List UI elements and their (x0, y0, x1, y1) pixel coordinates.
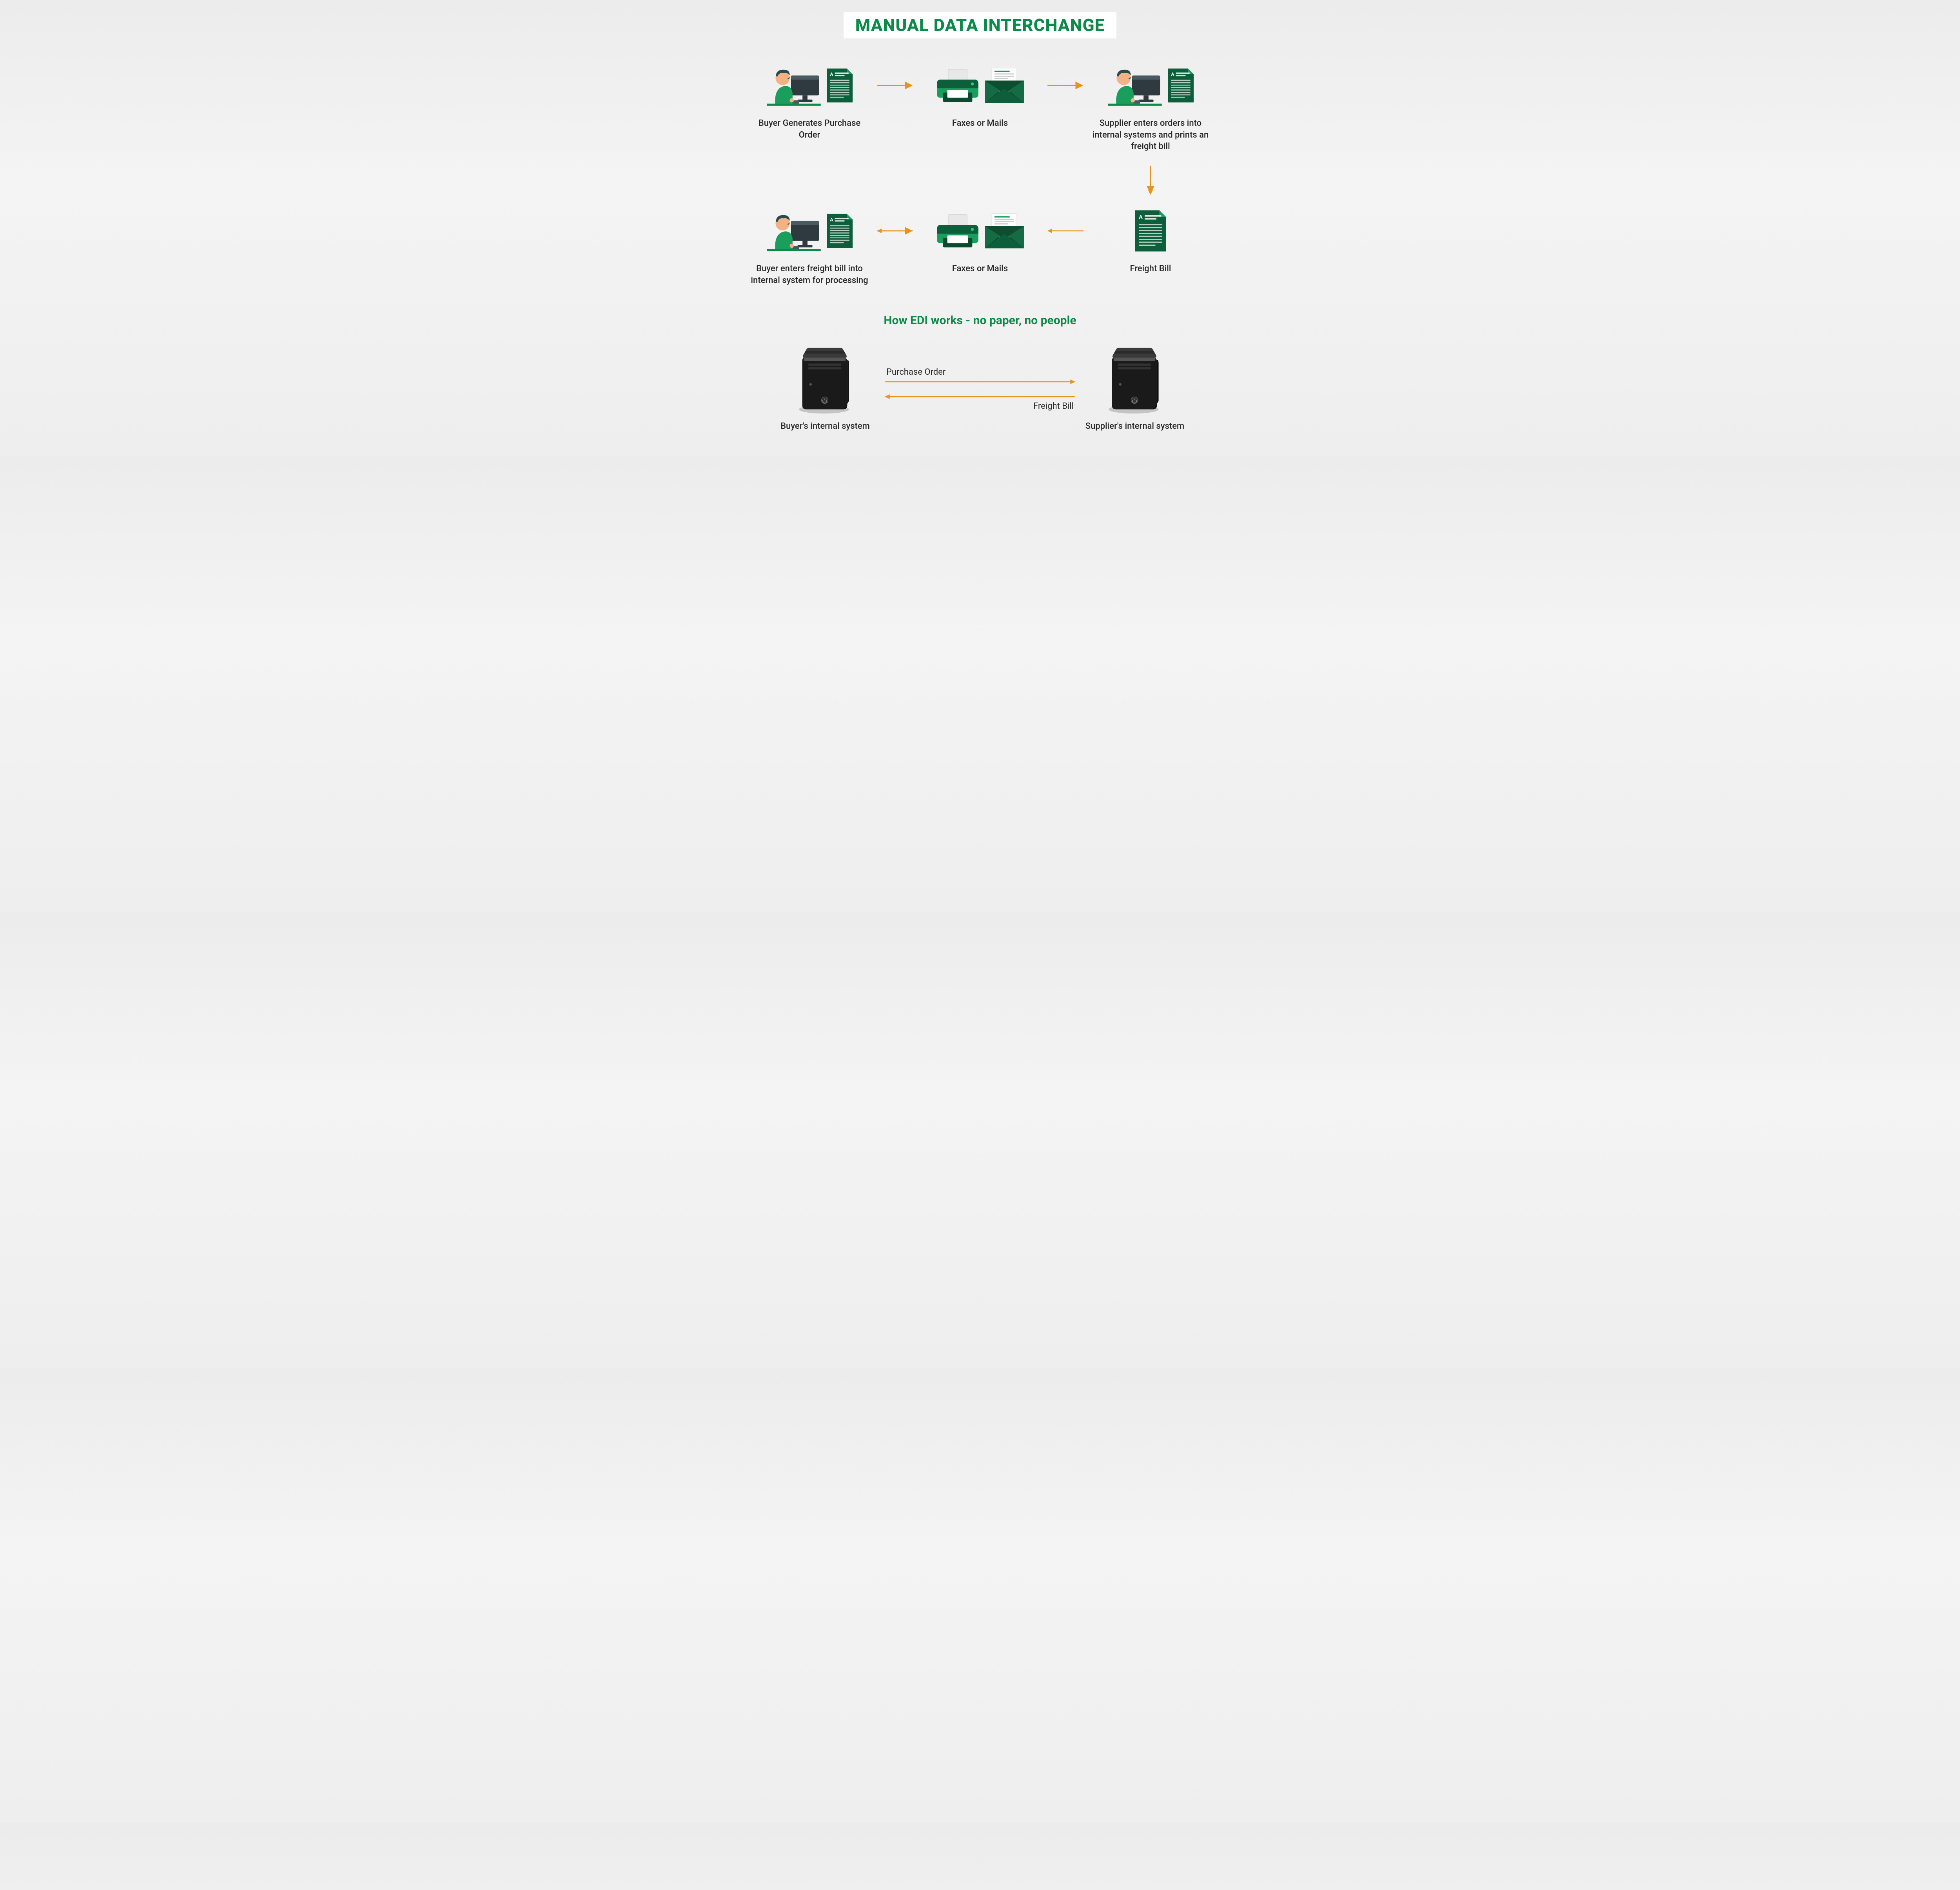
node-label: Freight Bill (1092, 263, 1209, 275)
server-icon (794, 347, 857, 414)
arrow-right-icon (1042, 58, 1089, 113)
arrow-down-icon (751, 164, 1209, 196)
arrow-left-icon (871, 203, 918, 258)
edi-node-label: Supplier's internal system (1084, 421, 1186, 432)
flow-row-1: Buyer Generates Purchase Order Faxes or … (751, 58, 1209, 152)
person-pc-doc-icon (751, 58, 868, 113)
title-container: MANUAL DATA INTERCHANGE (751, 12, 1209, 38)
node-fax-mail-2: Faxes or Mails (921, 203, 1039, 275)
person-pc-doc-icon (1092, 58, 1209, 113)
node-label: Buyer Generates Purchase Order (751, 118, 868, 141)
edi-arrows: Purchase Order Freight Bill (876, 347, 1084, 420)
edi-subtitle: How EDI works - no paper, no people (751, 314, 1209, 327)
edi-arrow-label: Purchase Order (884, 367, 1076, 377)
edi-arrow-label: Freight Bill (884, 401, 1076, 411)
edi-node-label: Buyer's internal system (774, 421, 876, 432)
arrow-right-icon (871, 58, 918, 113)
node-buyer-process: Buyer enters freight bill into internal … (751, 203, 868, 286)
node-label: Faxes or Mails (921, 263, 1039, 275)
arrow-left-icon (1042, 203, 1089, 258)
node-label: Faxes or Mails (921, 118, 1039, 129)
node-freight-bill: Freight Bill (1092, 203, 1209, 275)
node-fax-mail-1: Faxes or Mails (921, 58, 1039, 129)
node-label: Supplier enters orders into internal sys… (1092, 118, 1209, 152)
person-pc-doc-icon (751, 203, 868, 258)
edi-arrow-fb: Freight Bill (884, 394, 1076, 411)
edi-buyer-system: Buyer's internal system (774, 347, 876, 432)
node-buyer-po: Buyer Generates Purchase Order (751, 58, 868, 141)
printer-envelope-icon (921, 203, 1039, 258)
edi-supplier-system: Supplier's internal system (1084, 347, 1186, 432)
edi-arrow-po: Purchase Order (884, 367, 1076, 385)
manual-flow: Buyer Generates Purchase Order Faxes or … (751, 58, 1209, 286)
doc-icon (1092, 203, 1209, 258)
page-title: MANUAL DATA INTERCHANGE (844, 12, 1117, 38)
flow-row-2: Buyer enters freight bill into internal … (751, 203, 1209, 286)
node-label: Buyer enters freight bill into internal … (751, 263, 868, 286)
printer-envelope-icon (921, 58, 1039, 113)
node-supplier-enter: Supplier enters orders into internal sys… (1092, 58, 1209, 152)
server-icon (1103, 347, 1166, 414)
edi-diagram: Buyer's internal system Purchase Order F… (751, 347, 1209, 432)
